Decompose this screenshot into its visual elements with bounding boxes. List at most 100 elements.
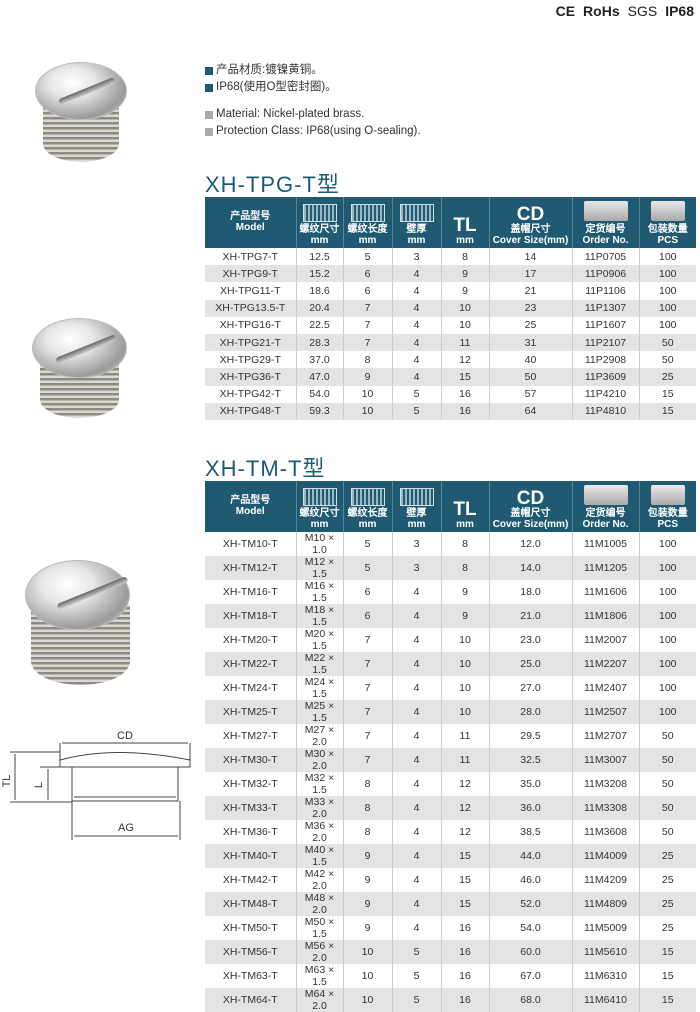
table-cell: 11 [440,748,489,772]
table-cell: 10 [440,316,489,334]
product-specs: 产品材质:镀镍黄铜。 IP68(使用O型密封圈)。 Material: Nick… [205,62,421,140]
table-cell: 5 [342,248,392,266]
table-cell: 44.0 [488,844,572,868]
table-cell: 27.0 [488,676,572,700]
table-cell: 10 [342,964,392,988]
col-order: 定货编号 Order No. [571,197,639,248]
table-cell: M42 × 2.0 [295,868,343,892]
table-cell: 50 [638,748,696,772]
col-cd: CD 盖帽尺寸 Cover Size(mm) [488,197,572,248]
table-cell: 11P2908 [571,351,639,369]
table-cell: 25.0 [488,652,572,676]
table-cell: 11M3007 [571,748,639,772]
table-cell: 4 [391,700,441,724]
table-cell: 7 [342,724,392,748]
table-cell: 54.0 [295,385,343,403]
table-cell: 11M2507 [571,700,639,724]
bullet-icon [205,110,213,119]
table-row: XH-TPG21-T 28.3 7 4 11 31 11P2107 50 [205,333,696,352]
table-cell: XH-TM42-T [222,874,278,886]
bullet-icon [205,127,213,136]
tl-label: TL [1,775,13,788]
table-cell: XH-TM22-T [205,652,296,676]
table-cell: 100 [638,316,696,334]
table-cell: 100 [638,652,696,676]
table-cell: 68.0 [488,988,572,1012]
table-cell: M12 × 1.5 [295,556,343,580]
table-cell: 23 [488,299,572,317]
table-cell: 50 [638,820,696,844]
table-cell: 57 [488,385,572,403]
col-order: 定货编号 Order No. [571,481,639,532]
table-cell: 4 [391,748,441,772]
table-cell: 11P3609 [571,368,639,386]
table-cell: 16 [440,964,489,988]
table-cell: 3 [391,556,441,580]
table-row: XH-TM30-T M30 × 2.0 7 4 11 32.5 11M3007 50 [205,748,696,772]
boxes-icon [583,201,628,221]
table-cell: XH-TM16-T [222,586,278,598]
table-cell: 11M4809 [571,892,639,916]
table-cell: 10 [440,652,489,676]
table-cell: 47.0 [295,368,343,386]
table-cell: 100 [638,676,696,700]
table-cell: 16 [440,988,489,1012]
table-cell: 15 [440,368,489,386]
table-cell: 59.3 [295,402,343,420]
section-title-tpg: XH-TPG-T型 [205,172,340,197]
table-cell: XH-TM64-T [205,988,296,1012]
table-cell: 25 [638,868,696,892]
box-icon [650,201,685,221]
table-cell: 15 [440,844,489,868]
table-cell: M48 × 2.0 [295,892,343,916]
table-cell: 4 [391,844,441,868]
table-cell: 60.0 [488,940,572,964]
table-cell: 9 [440,604,489,628]
table-cell: 4 [391,676,441,700]
col-cd: CD 盖帽尺寸 Cover Size(mm) [488,481,572,532]
table-cell: 10 [440,676,489,700]
table-cell: 9 [440,580,489,604]
table-cell: 25 [488,316,572,334]
table-cell: XH-TM56-T [205,940,296,964]
table-cell: XH-TPG11-T [220,284,281,297]
table-cell: M16 × 1.5 [295,580,343,604]
table-cell: 40 [488,351,572,369]
table-cell: 11 [440,333,489,352]
table-cell: M30 × 2.0 [295,748,343,772]
table-cell: 7 [342,652,392,676]
table-row: XH-TM48-T M48 × 2.0 9 4 15 52.0 11M4809 25 [205,892,696,916]
table-cell: 8 [440,248,489,266]
table-cell: 6 [342,580,392,604]
table-cell: 50 [638,796,696,820]
table-row: XH-TPG9-T 15.2 6 4 9 17 11P0906 100 [205,265,696,283]
table-cell: 4 [391,916,441,940]
table-cell: M40 × 1.5 [295,844,343,868]
table-row: XH-TM10-T M10 × 1.0 5 3 8 12.0 11M1005 100 [205,532,696,556]
table-row: XH-TM64-T M64 × 2.0 10 5 16 68.0 11M6410 15 [205,988,696,1012]
table-cell: 7 [342,700,392,724]
table-cell: XH-TM27-T [222,730,278,742]
table-cell: 100 [638,556,696,580]
col-model: 产品型号 Model [205,197,296,248]
table-cell: 4 [391,351,441,369]
table-cell: 11M1005 [571,532,639,556]
table-cell: 16 [440,916,489,940]
table-cell: M24 × 1.5 [295,676,343,700]
table-cell: 7 [342,628,392,652]
table-row: XH-TM25-T M25 × 1.5 7 4 10 28.0 11M2507 100 [205,700,696,724]
table-cell: M64 × 2.0 [295,988,343,1012]
wall-thickness-icon [399,204,434,222]
table-cell: 100 [638,282,696,300]
table-row: XH-TPG11-T 18.6 6 4 9 21 11P1106 100 [205,282,696,300]
table-cell: 4 [391,820,441,844]
table-cell: M50 × 1.5 [295,916,343,940]
table-cell: XH-TM18-T [205,604,296,628]
table-cell: 10 [342,385,392,403]
table-cell: XH-TM30-T [205,748,296,772]
table-row: XH-TM27-T M27 × 2.0 7 4 11 29.5 11M2707 50 [205,724,696,748]
table-cell: M27 × 2.0 [295,724,343,748]
product-photo-plug [35,62,127,167]
table-row: XH-TM32-T M32 × 1.5 8 4 12 35.0 11M3208 50 [205,772,696,796]
table-cell: 12 [440,820,489,844]
